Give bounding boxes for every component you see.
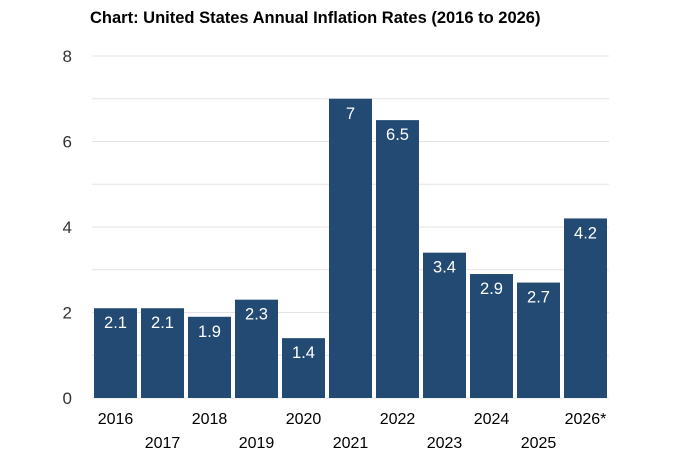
bar-2022 (376, 120, 419, 398)
data-label: 1.9 (198, 323, 221, 341)
data-label: 6.5 (386, 126, 409, 144)
bar-2024 (470, 274, 513, 398)
x-tick-label: 2021 (333, 435, 369, 452)
bars: 2.1 2.1 1.9 2.3 1.4 7 6.5 3.4 2.9 2.7 4.2 (94, 98, 607, 398)
y-tick-label: 4 (63, 218, 72, 237)
bar-2016 (94, 308, 137, 398)
x-axis-ticks: 2016 2017 2018 2019 2020 2021 2022 2023 2024 2025… (98, 411, 607, 452)
data-label: 2.9 (480, 280, 503, 298)
x-tick-label: 2023 (427, 435, 463, 452)
x-tick-label: 2026* (565, 411, 607, 428)
x-tick-label: 2017 (145, 435, 181, 452)
data-label: 1.4 (292, 344, 315, 362)
x-tick-label: 2016 (98, 411, 134, 428)
bar-2017 (141, 308, 184, 398)
x-tick-label: 2018 (192, 411, 228, 428)
y-tick-label: 6 (63, 133, 72, 152)
y-tick-label: 8 (63, 47, 72, 66)
y-tick-label: 2 (63, 304, 72, 323)
x-tick-label: 2025 (521, 435, 557, 452)
data-label: 2.1 (104, 314, 127, 332)
y-tick-label: 0 (63, 389, 72, 408)
bar-2021 (329, 98, 372, 398)
bar-2019 (235, 299, 278, 398)
data-label: 3.4 (433, 259, 456, 277)
x-tick-label: 2022 (380, 411, 416, 428)
bar-2018 (188, 316, 231, 398)
chart-title: Chart: United States Annual Inflation Ra… (90, 9, 541, 27)
bar-2025 (517, 282, 560, 398)
data-label: 2.7 (527, 289, 550, 307)
data-label: 4.2 (574, 224, 597, 242)
data-label: 2.3 (245, 306, 268, 324)
bar-2026* (564, 218, 607, 398)
x-tick-label: 2024 (474, 411, 510, 428)
x-tick-label: 2019 (239, 435, 275, 452)
bar-2020 (282, 338, 325, 398)
bar-2023 (423, 252, 466, 398)
x-tick-label: 2020 (286, 411, 322, 428)
y-axis-ticks: 0 2 4 6 8 (63, 47, 72, 408)
data-label: 7 (346, 105, 355, 123)
data-label: 2.1 (151, 314, 174, 332)
